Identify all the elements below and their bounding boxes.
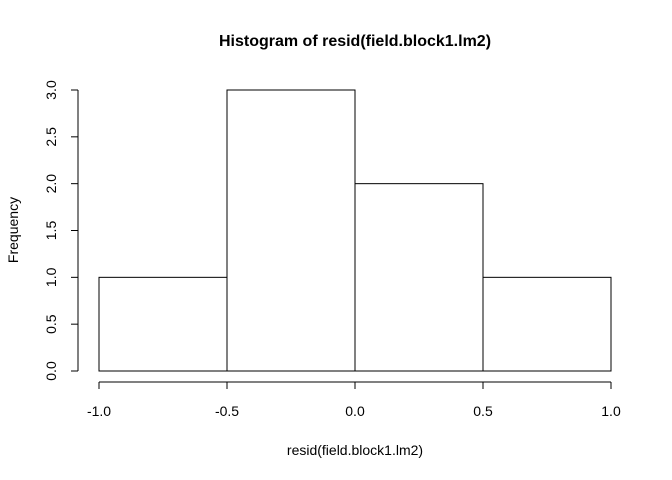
histogram-bar-2: [226, 89, 356, 372]
y-tick-label-3: 1.0: [43, 267, 59, 287]
bars-group: [98, 89, 612, 372]
y-tick-label-2: 0.5: [43, 314, 59, 334]
x-axis: -1.0 -0.5 0.0 0.5 1.0: [87, 381, 621, 419]
y-axis: 0.0 0.5 1.0 1.5 2.0 2.5 3.0: [43, 80, 79, 381]
histogram-bar-3: [354, 183, 484, 372]
y-axis-label: Frequency: [5, 197, 21, 263]
x-tick-label-5: 1.0: [601, 403, 621, 419]
y-tick-label-1: 0.0: [43, 361, 59, 381]
y-tick-label-7: 3.0: [43, 80, 59, 100]
y-tick-label-6: 2.5: [43, 127, 59, 147]
y-tick-label-4: 1.5: [43, 221, 59, 241]
y-tick-label-5: 2.0: [43, 174, 59, 194]
x-tick-label-3: 0.0: [345, 403, 365, 419]
x-axis-label: resid(field.block1.lm2): [287, 442, 423, 458]
chart-title: Histogram of resid(field.block1.lm2): [219, 33, 491, 50]
x-tick-label-1: -1.0: [87, 403, 111, 419]
x-tick-label-4: 0.5: [473, 403, 493, 419]
histogram-bar-4: [482, 276, 612, 372]
histogram-bar-1: [98, 276, 228, 372]
x-tick-label-2: -0.5: [215, 403, 239, 419]
